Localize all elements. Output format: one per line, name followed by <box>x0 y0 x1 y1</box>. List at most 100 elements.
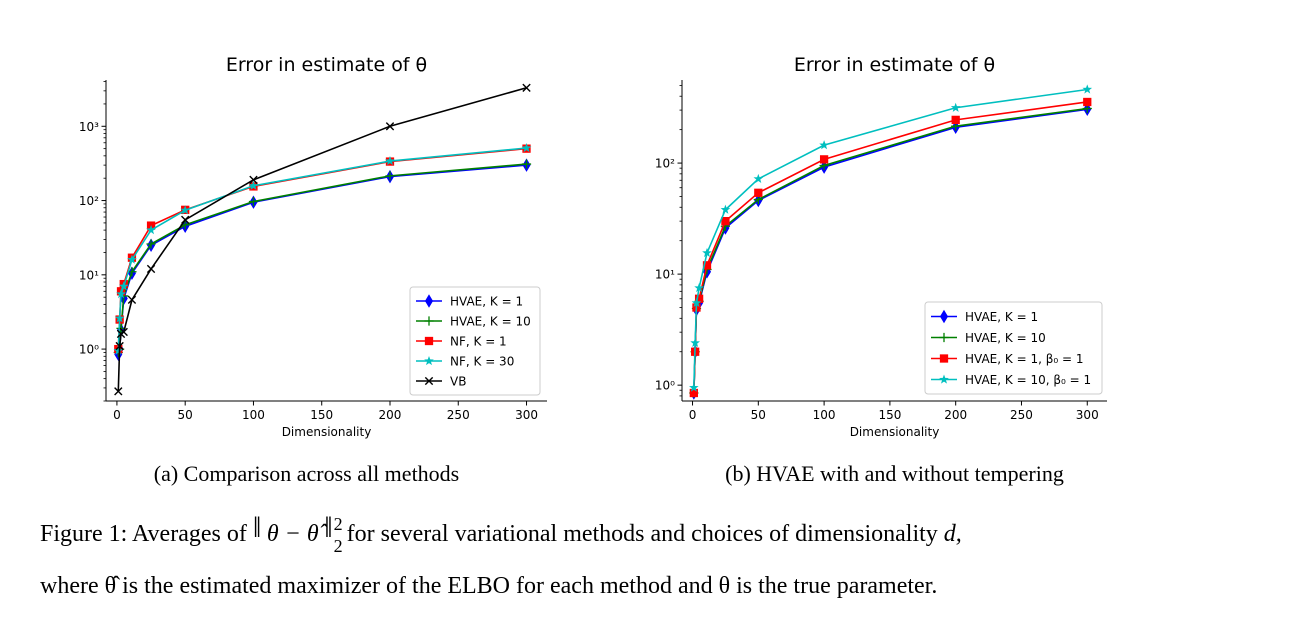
series-line <box>117 87 527 392</box>
x-axis-label: Dimensionality <box>850 425 940 439</box>
x-tick-label: 300 <box>1076 408 1099 422</box>
chart-title: Error in estimate of θ <box>226 54 427 76</box>
x-tick-label: 0 <box>113 408 121 422</box>
data-point <box>114 387 123 396</box>
data-point <box>116 289 126 299</box>
legend-label: NF, K = 1 <box>450 335 507 349</box>
legend-marker <box>424 316 434 326</box>
series-x <box>114 83 531 396</box>
subcaption: (a) Comparison across all methods <box>154 461 460 486</box>
data-point <box>385 122 395 131</box>
chart-panel-1: Error in estimate of θ 10⁰ 10¹ 10² 10³ 0 50 100… <box>79 54 547 486</box>
data-point <box>249 175 258 185</box>
legend-marker <box>424 336 434 346</box>
legend-label: HVAE, K = 10, β₀ = 1 <box>965 373 1091 387</box>
legend-label: HVAE, K = 1, β₀ = 1 <box>965 352 1084 366</box>
data-point <box>754 188 763 197</box>
data-point <box>721 216 730 226</box>
data-point <box>119 327 128 337</box>
data-point <box>702 247 712 258</box>
dimension-symbol: d, <box>943 521 962 547</box>
data-point <box>1083 97 1092 107</box>
norm-subscript: 2 <box>333 536 343 556</box>
legend-label: HVAE, K = 1 <box>450 295 523 309</box>
legend-marker <box>424 376 434 386</box>
data-point <box>819 140 829 150</box>
data-point <box>521 142 532 153</box>
data-point <box>248 180 259 190</box>
legend-marker <box>939 354 949 363</box>
chart-title: Error in estimate of θ <box>794 54 995 76</box>
x-axis-label: Dimensionality <box>282 425 372 439</box>
data-point <box>689 388 698 398</box>
data-point <box>691 297 702 308</box>
caption-prefix: Figure 1: Averages of <box>40 521 247 547</box>
x-tick-label: 100 <box>813 408 836 422</box>
x-tick-label: 0 <box>689 408 697 422</box>
data-point <box>522 83 531 92</box>
legend-label: HVAE, K = 1 <box>965 310 1038 324</box>
data-point <box>720 204 731 214</box>
legend-marker <box>939 332 949 343</box>
x-tick-label: 50 <box>751 408 766 422</box>
y-tick-label: 10² <box>79 194 99 208</box>
legend-marker <box>424 294 434 308</box>
data-point <box>950 102 961 112</box>
y-tick-label: 10¹ <box>655 268 675 282</box>
data-point <box>689 382 699 392</box>
x-tick-label: 150 <box>310 408 333 422</box>
y-tick-label: 10⁰ <box>79 343 99 357</box>
norm-expression: ‖ θ − θ̂ ‖ 2 2 <box>253 513 343 557</box>
data-point <box>180 205 190 215</box>
series-star <box>689 84 1093 392</box>
legend-box <box>924 301 1103 395</box>
data-point <box>385 156 395 166</box>
legend-label: HVAE, K = 10 <box>965 331 1046 345</box>
data-point <box>146 264 156 274</box>
legend-label: NF, K = 30 <box>450 355 514 369</box>
legend-label: HVAE, K = 10 <box>450 315 531 329</box>
legend: HVAE, K = 1 HVAE, K = 10 HVAE, K = 1, β₀ =… <box>924 301 1103 395</box>
series-line <box>693 88 1088 388</box>
legend-box <box>409 286 541 396</box>
data-point <box>702 261 712 270</box>
norm-superscript: 2 <box>333 514 343 534</box>
legend-marker <box>424 355 434 366</box>
data-point <box>146 225 156 235</box>
chart-panel-2: Error in estimate of θ 10⁰ 10¹ 10² 0 50 100 150… <box>655 54 1107 486</box>
y-tick-label: 10³ <box>79 120 99 134</box>
data-point <box>127 295 137 305</box>
data-point <box>694 282 704 293</box>
legend-label: VB <box>450 375 466 389</box>
x-tick-label: 250 <box>447 408 470 422</box>
data-point <box>690 337 700 348</box>
data-point <box>113 345 124 355</box>
data-point <box>127 254 137 264</box>
legend: HVAE, K = 1 HVAE, K = 10 NF, K = 1 NF, K = … <box>409 286 541 396</box>
data-point <box>115 341 124 351</box>
data-point <box>1082 84 1093 94</box>
figure-caption-line2: where θ̂ is the estimated maximizer of t… <box>40 573 938 599</box>
data-point <box>819 155 829 164</box>
series-line <box>117 147 527 351</box>
x-tick-label: 200 <box>379 408 402 422</box>
data-point <box>146 239 156 249</box>
figure-caption: Figure 1: Averages of ‖ θ − θ̂ ‖ 2 2 for sev… <box>40 513 962 557</box>
y-tick-label: 10¹ <box>79 268 99 282</box>
x-tick-label: 100 <box>242 408 265 422</box>
x-tick-label: 200 <box>944 408 967 422</box>
data-point <box>694 294 704 303</box>
x-tick-label: 300 <box>515 408 538 422</box>
legend-marker <box>939 309 949 324</box>
subcaption: (b) HVAE with and without tempering <box>725 461 1064 486</box>
legend-marker <box>939 374 949 384</box>
caption-suffix: for several variational methods and choi… <box>346 521 938 547</box>
y-tick-label: 10⁰ <box>655 379 675 393</box>
x-tick-label: 250 <box>1010 408 1033 422</box>
data-point <box>951 115 960 125</box>
series-star <box>113 142 532 355</box>
data-point <box>248 196 259 207</box>
data-point <box>753 173 764 184</box>
y-tick-label: 10² <box>655 157 675 171</box>
